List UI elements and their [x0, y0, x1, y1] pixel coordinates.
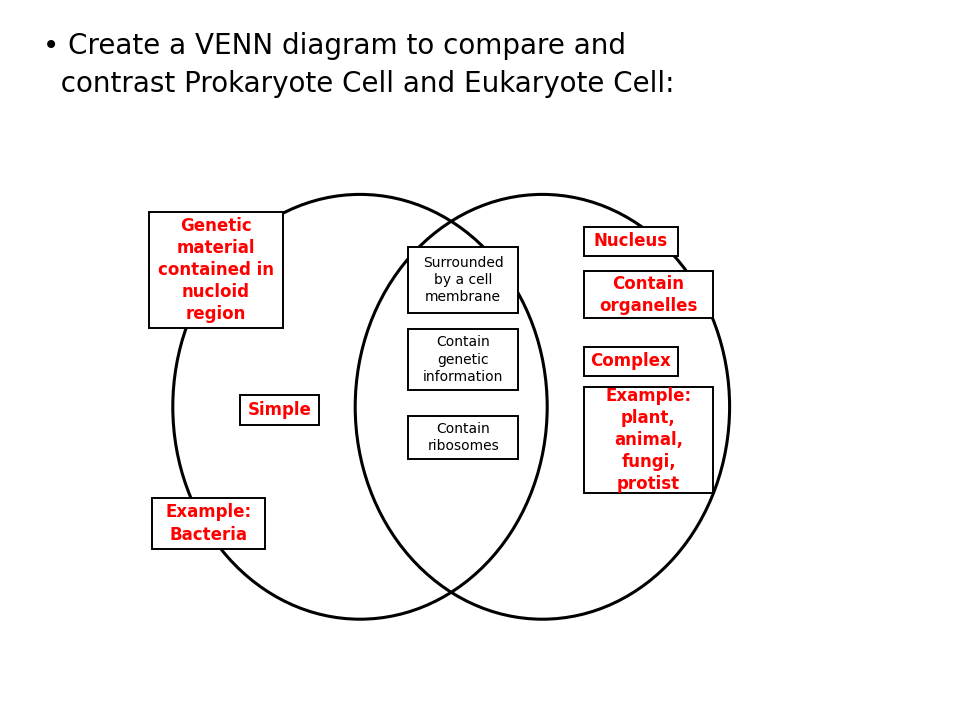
FancyBboxPatch shape [408, 247, 518, 313]
FancyBboxPatch shape [408, 329, 518, 390]
FancyBboxPatch shape [152, 498, 265, 549]
FancyBboxPatch shape [584, 387, 713, 493]
Text: Contain
organelles: Contain organelles [599, 275, 698, 315]
Text: Example:
plant,
animal,
fungi,
protist: Example: plant, animal, fungi, protist [606, 387, 691, 493]
Text: Contain
genetic
information: Contain genetic information [423, 336, 503, 384]
Text: Nucleus: Nucleus [593, 232, 668, 250]
Text: Example:
Bacteria: Example: Bacteria [165, 503, 252, 544]
FancyBboxPatch shape [584, 347, 678, 376]
FancyBboxPatch shape [584, 227, 678, 256]
Text: • Create a VENN diagram to compare and
  contrast Prokaryote Cell and Eukaryote : • Create a VENN diagram to compare and c… [43, 32, 675, 99]
Text: Contain
ribosomes: Contain ribosomes [427, 422, 499, 454]
FancyBboxPatch shape [584, 271, 713, 318]
FancyBboxPatch shape [149, 212, 283, 328]
Text: Complex: Complex [590, 352, 671, 370]
FancyBboxPatch shape [408, 416, 518, 459]
FancyBboxPatch shape [240, 395, 319, 425]
Text: Genetic
material
contained in
nucloid
region: Genetic material contained in nucloid re… [158, 217, 274, 323]
Text: Simple: Simple [248, 400, 311, 419]
Text: Surrounded
by a cell
membrane: Surrounded by a cell membrane [422, 256, 504, 305]
